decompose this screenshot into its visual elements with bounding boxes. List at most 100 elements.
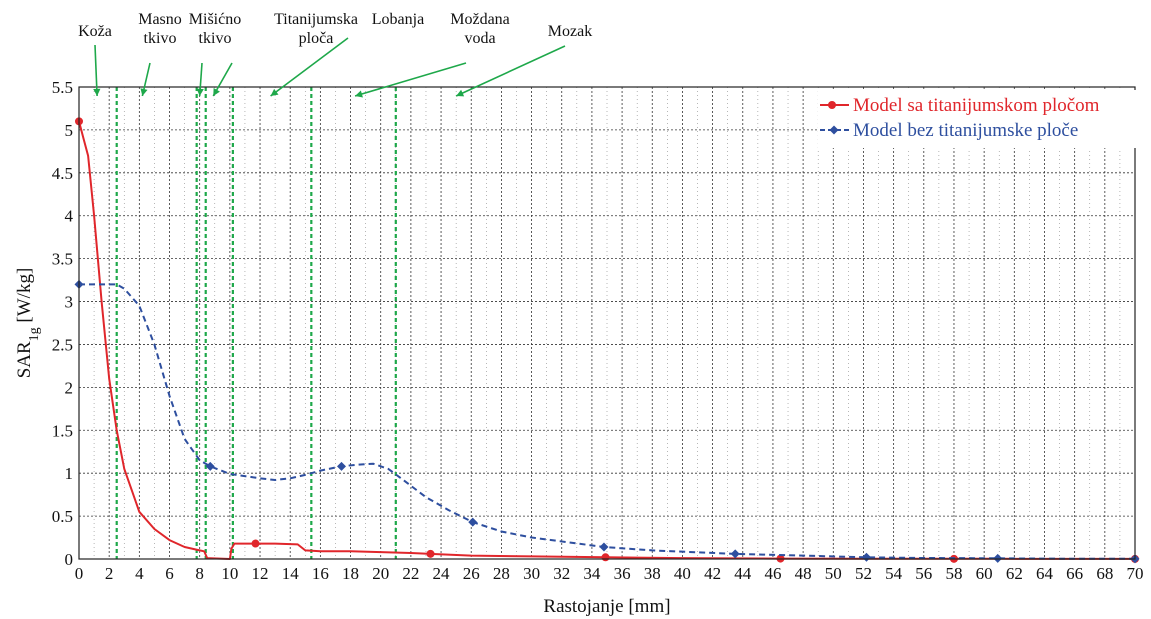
y-axis-label-unit: [W/kg] [14, 268, 35, 328]
x-tick-label: 18 [342, 564, 359, 583]
tissue-region-label-line: ploča [299, 30, 334, 47]
tissue-boundaries [115, 87, 397, 559]
y-tick-label: 2 [65, 378, 74, 397]
series-line-0 [78, 121, 1135, 560]
tissue-region-arrowhead [456, 89, 465, 97]
x-tick-label: 8 [195, 564, 204, 583]
x-tick-label: 50 [825, 564, 842, 583]
series-point-1 [993, 553, 1003, 563]
tissue-region-label-line: tkivo [199, 30, 232, 47]
legend-swatch-marker [829, 125, 839, 135]
series-lines [74, 117, 1140, 564]
grid [79, 87, 1135, 559]
x-tick-label: 70 [1127, 564, 1144, 583]
plot-frame [78, 86, 1136, 560]
tissue-region-label: Koža [78, 23, 112, 40]
x-tick-label: 64 [1036, 564, 1054, 583]
y-axis-label-main: SAR [14, 341, 35, 378]
tissue-region-arrowhead [355, 90, 363, 98]
tissue-region-label-line: Lobanja [372, 11, 424, 28]
x-tick-label: 28 [493, 564, 510, 583]
tissue-region-arrow [354, 62, 467, 97]
y-tick-label: 2.5 [52, 335, 73, 354]
x-tick-label: 48 [795, 564, 812, 583]
x-tick-label: 40 [674, 564, 691, 583]
x-tick-label: 26 [463, 564, 480, 583]
x-tick-label: 30 [523, 564, 540, 583]
x-tick-label: 58 [945, 564, 962, 583]
tissue-region-label-line: Titanijumska [274, 11, 358, 28]
x-tick-label: 34 [583, 564, 601, 583]
tissue-region-arrow [270, 37, 349, 97]
x-tick-label: 22 [402, 564, 419, 583]
series-point-1 [861, 552, 871, 562]
series-point-0 [601, 553, 610, 562]
tissue-region-arrowhead [93, 88, 101, 96]
series-point-1 [468, 517, 478, 527]
x-tick-label: 24 [433, 564, 451, 583]
tissue-region-label-line: Masno [138, 11, 182, 28]
y-tick-label: 1 [65, 464, 74, 483]
y-axis-label: SAR1g [W/kg] [14, 268, 42, 379]
x-tick-label: 12 [252, 564, 269, 583]
tissue-region-label: Mozak [548, 23, 592, 40]
legend-entry-label: Model bez titanijumske ploče [853, 120, 1078, 141]
tissue-region-label-line: tkivo [144, 30, 177, 47]
x-tick-label: 16 [312, 564, 329, 583]
tissue-region-arrowhead [270, 88, 279, 96]
x-tick-label: 68 [1096, 564, 1113, 583]
tissue-region-label: Mišićno tkivo [189, 11, 241, 47]
x-tick-label: 14 [282, 564, 300, 583]
x-tick-label: 20 [372, 564, 389, 583]
y-axis-label-subscript: 1g [27, 327, 42, 341]
tissue-region-arrowhead [196, 88, 204, 96]
legend-background [818, 90, 1138, 148]
y-tick-label: 1.5 [52, 421, 73, 440]
tissue-region-arrowhead [213, 88, 220, 96]
x-tick-label: 56 [915, 564, 932, 583]
legend-entry-label: Model sa titanijumskom pločom [853, 95, 1100, 116]
x-tick-label: 44 [734, 564, 752, 583]
tissue-region-label-line: Mišićno [189, 11, 241, 28]
series-point-1 [205, 461, 215, 471]
x-tick-label: 54 [885, 564, 903, 583]
x-tick-label: 42 [704, 564, 721, 583]
tissue-region-labels: Koža Masno tkivo Mišićno tkivo Titanijumska pl… [78, 11, 592, 98]
tissue-region-label-line: Mozak [548, 23, 592, 40]
tissue-region-label: Lobanja [372, 11, 424, 28]
x-axis-label: Rastojanje [mm] [543, 596, 670, 617]
axes: 0 2 4 6 8 10 12 14 16 18 20 22 24 26 28 30 32 34 36 38 40 42 4… [52, 78, 1144, 583]
y-tick-label: 0.5 [52, 507, 73, 526]
y-tick-label: 3.5 [52, 250, 73, 269]
y-tick-label: 0 [65, 550, 74, 569]
x-tick-label: 0 [75, 564, 84, 583]
tissue-region-arrow [94, 44, 98, 97]
tissue-region-label-line: Moždana [450, 11, 510, 28]
x-tick-label: 52 [855, 564, 872, 583]
tissue-region-arrowhead [140, 88, 148, 96]
x-tick-label: 60 [976, 564, 993, 583]
y-tick-label: 4 [65, 207, 74, 226]
x-tick-label: 66 [1066, 564, 1083, 583]
tissue-region-label-line: Koža [78, 23, 112, 40]
series-point-1 [730, 549, 740, 559]
series-line-1 [79, 283, 1136, 560]
x-tick-label: 2 [105, 564, 114, 583]
series-point-1 [599, 542, 609, 552]
x-tick-label: 4 [135, 564, 144, 583]
x-tick-label: 10 [221, 564, 238, 583]
tissue-region-label: Masno tkivo [138, 11, 182, 47]
x-tick-label: 38 [644, 564, 661, 583]
y-tick-label: 5 [65, 121, 74, 140]
tissue-region-label: Moždana voda [450, 11, 510, 47]
series-point-0 [426, 549, 435, 558]
tissue-region-arrow [455, 45, 566, 97]
tissue-region-label-line: voda [464, 30, 495, 47]
series-point-0 [251, 539, 260, 548]
x-tick-label: 6 [165, 564, 174, 583]
y-tick-label: 3 [65, 293, 74, 312]
legend: Model sa titanijumskom pločom Model bez … [818, 90, 1138, 148]
x-tick-label: 46 [764, 564, 781, 583]
x-tick-label: 32 [553, 564, 570, 583]
